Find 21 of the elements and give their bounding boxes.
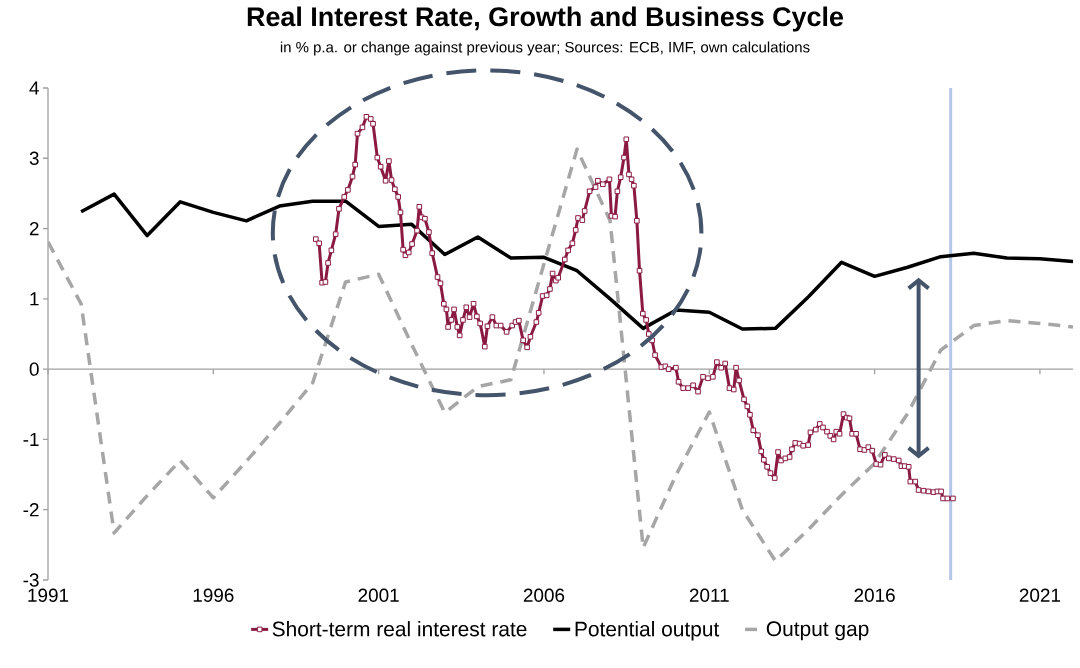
y-tick-label: 3	[29, 151, 39, 165]
y-tick-label: -2	[23, 503, 39, 517]
y-tick-label: 0	[29, 362, 39, 376]
y-tick-label: 1	[30, 292, 39, 306]
chart-subtitle: in % p.a. or change against previous year; Sources: ECB, IMF, own calculations	[280, 41, 810, 56]
x-tick-label: 2001	[358, 588, 399, 602]
x-tick-label: 2006	[523, 588, 565, 602]
x-tick-label: 1996	[193, 588, 234, 602]
line-series	[79, 192, 1073, 331]
y-tick-label: 2	[29, 221, 39, 236]
y-tick-label: -3	[23, 573, 39, 587]
y-tick-label: 4	[29, 81, 39, 95]
x-tick-label: 1991	[28, 588, 69, 602]
legend-label: Short-term real interest rate	[272, 621, 527, 637]
x-tick-label: 2021	[1019, 588, 1061, 602]
chart-title: Real Interest Rate, Growth and Business Cycle	[247, 6, 844, 32]
y-tick-label: -1	[23, 432, 39, 446]
x-tick-label: 2016	[854, 588, 895, 602]
legend-label: Output gap	[766, 621, 869, 641]
legend-label: Potential output	[575, 621, 720, 641]
x-tick-label: 2011	[689, 588, 729, 602]
